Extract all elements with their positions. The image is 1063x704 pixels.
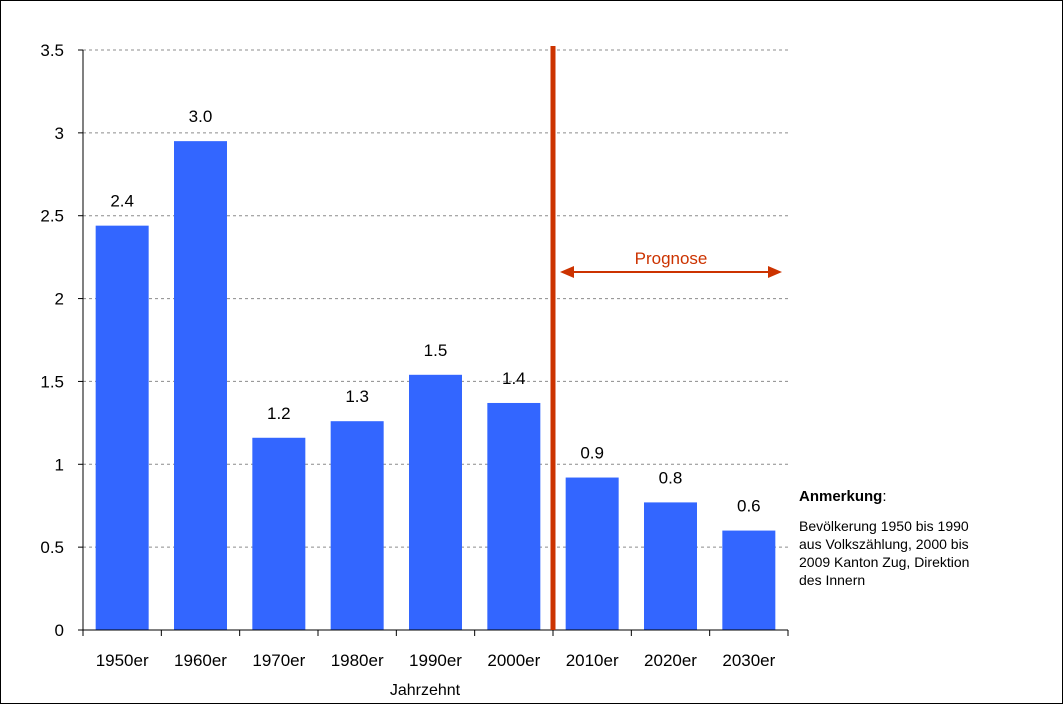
note-title-text: Anmerkung [799,488,883,505]
data-label: 0.6 [737,497,761,516]
bar [487,402,541,630]
x-tick-label: 1960er [174,651,227,670]
bar [330,421,384,630]
bars [95,141,776,630]
forecast-annotation: Prognose [550,46,782,630]
data-label: 2.4 [110,192,134,211]
y-tick-label: 2.5 [40,207,64,226]
data-label: 1.5 [424,341,448,360]
x-axis-title: Jahrzehnt [390,682,461,699]
data-label: 0.9 [580,444,604,463]
x-tick-label: 1950er [96,651,149,670]
bar [174,141,227,630]
y-tick-label: 3 [55,124,64,143]
forecast-arrow-head-left [560,266,574,278]
note-title: Anmerkung: [799,488,1039,505]
x-tick-label: 1980er [331,651,384,670]
x-tick-label: 2000er [487,651,540,670]
y-tick-label: 1.5 [40,372,64,391]
bar [252,437,306,630]
x-tick-label: 2010er [566,651,619,670]
forecast-label: Prognose [635,249,708,268]
data-labels: 2.4 3.0 1.2 1.3 1.5 1.4 0.9 0.8 0.6 [110,107,760,515]
data-label: 1.3 [345,387,369,406]
x-tick-label: 2020er [644,651,697,670]
annotation-note: Anmerkung: Bevölkerung 1950 bis 1990 aus… [799,488,1039,589]
y-tick-label: 0.5 [40,538,64,557]
data-label: 1.4 [502,369,526,388]
axes: 0 0.5 1 1.5 2 2.5 3 3.5 1950er 1960er 1970er 1980er… [40,41,789,670]
data-label: 3.0 [189,107,213,126]
y-tick-label: 1 [55,455,64,474]
note-text: Bevölkerung 1950 bis 1990 aus Volkszählu… [799,518,970,588]
data-label: 1.2 [267,404,291,423]
bar [644,502,697,630]
y-tick-label: 0 [55,621,64,640]
y-tick-label: 2 [55,290,64,309]
x-tick-label: 1970er [252,651,305,670]
y-tick-label: 3.5 [40,41,64,60]
note-title-suffix: : [882,488,887,505]
bar [95,225,149,630]
x-tick-label: 1990er [409,651,462,670]
bar [565,477,619,630]
bar [409,374,462,630]
bar [722,530,776,630]
data-label: 0.8 [659,468,683,487]
forecast-arrow-head-right [768,266,782,278]
x-tick-label: 2030er [722,651,775,670]
